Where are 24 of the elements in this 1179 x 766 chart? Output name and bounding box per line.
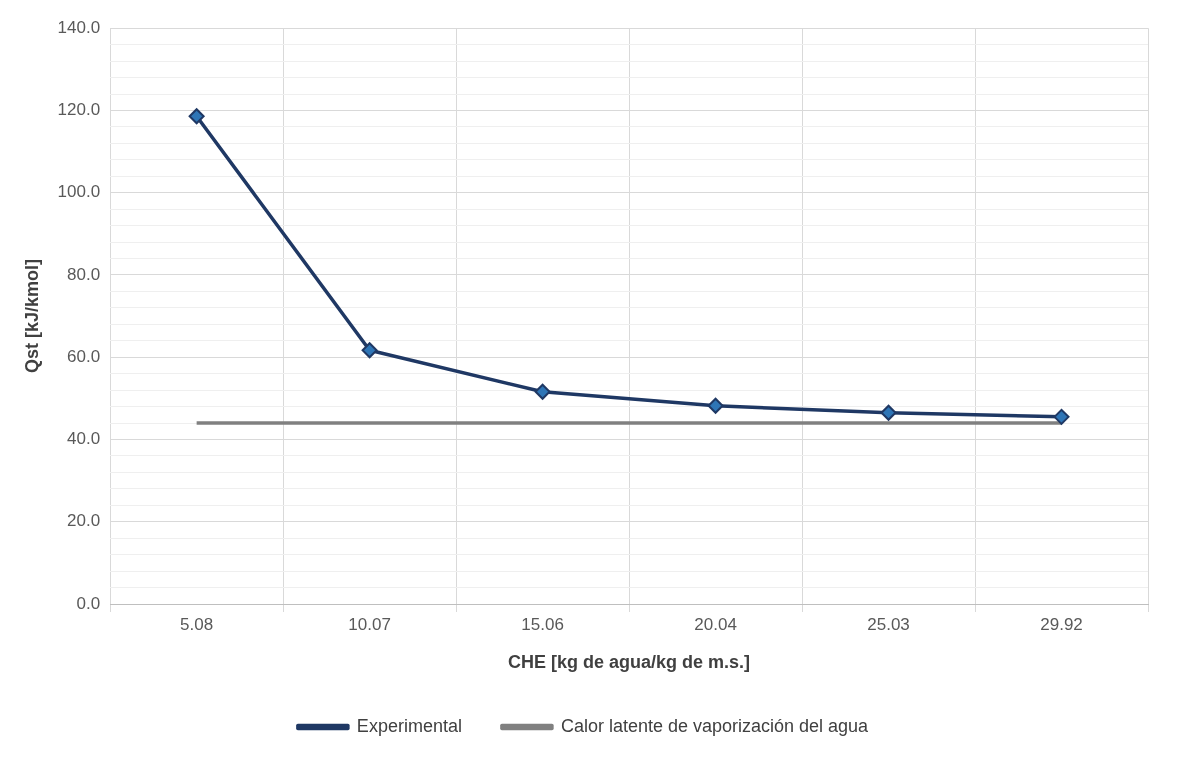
point: [534, 383, 551, 400]
y-tick-label: 80.0: [67, 264, 101, 284]
y-tick-label: 40.0: [67, 429, 101, 449]
y-axis-title: Qst [kJ/kmol]: [21, 259, 42, 374]
x-axis-title: CHE [kg de agua/kg de m.s.]: [508, 652, 751, 673]
y-tick-label: 100.0: [57, 182, 101, 202]
x-tick-label: 29.92: [1040, 614, 1083, 634]
x-tick-label: 5.08: [180, 614, 214, 634]
point: [188, 108, 205, 125]
point: [880, 404, 897, 421]
point: [707, 397, 724, 414]
y-tick-label: 120.0: [57, 100, 101, 120]
y-tick-label: 20.0: [67, 511, 101, 531]
y-tick-label: 60.0: [67, 346, 101, 366]
y-tick-label: 0.0: [76, 593, 101, 613]
point: [361, 342, 378, 359]
legend-label: Experimental: [356, 715, 462, 736]
x-tick-label: 10.07: [348, 614, 391, 634]
point: [1053, 408, 1070, 425]
x-tick-label: 25.03: [867, 614, 910, 634]
x-tick-label: 15.06: [521, 614, 564, 634]
legend-label: Calor latente de vaporización del agua: [560, 715, 870, 736]
x-tick-label: 20.04: [694, 614, 737, 634]
y-tick-label: 140.0: [57, 17, 101, 37]
